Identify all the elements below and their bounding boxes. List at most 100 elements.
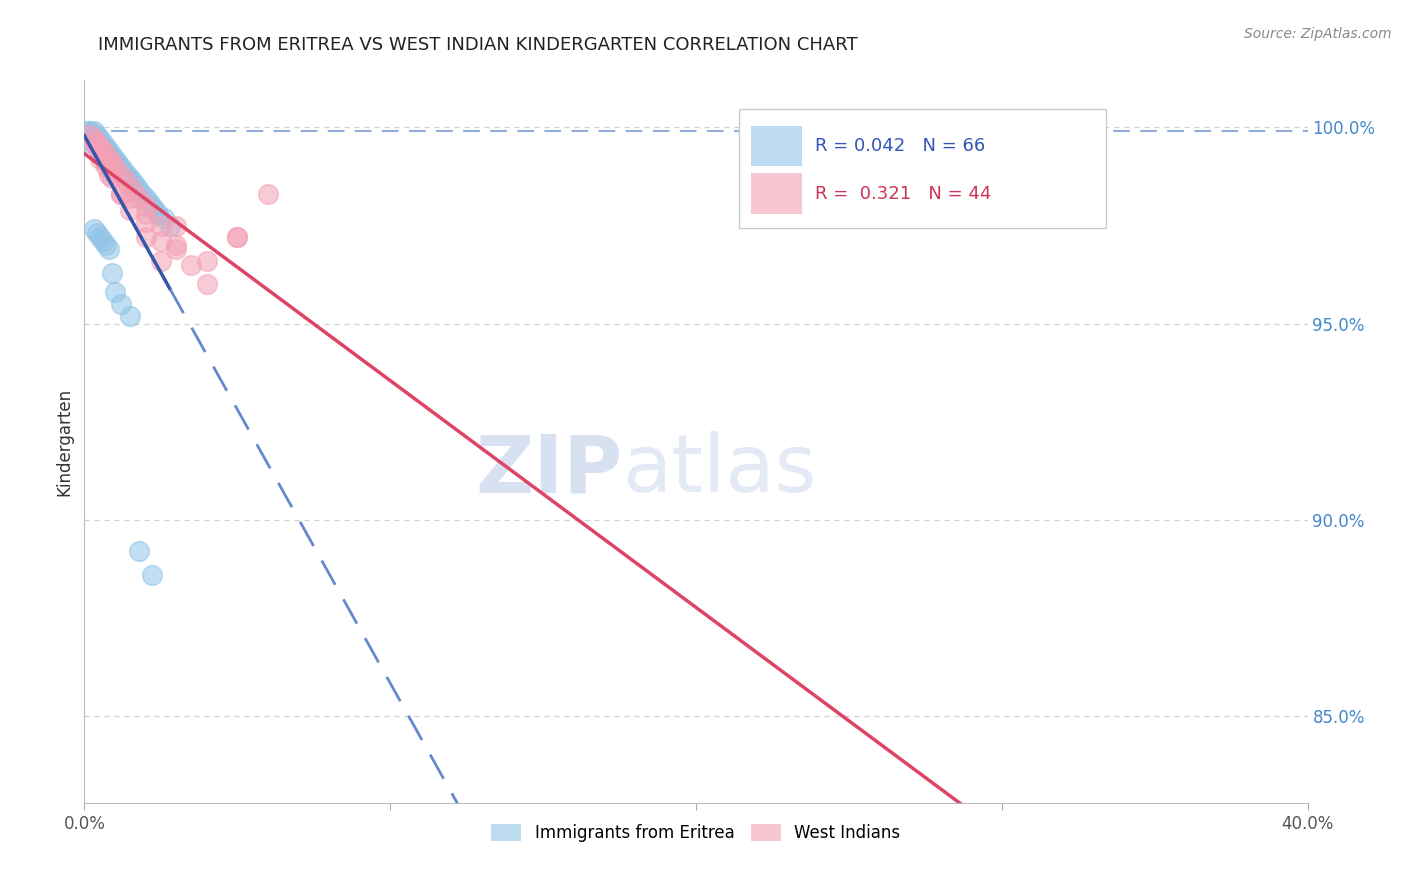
Point bbox=[94, 148, 117, 162]
Point bbox=[180, 258, 202, 272]
Point bbox=[112, 168, 135, 182]
Point bbox=[86, 140, 108, 154]
Point bbox=[159, 219, 181, 233]
Point bbox=[89, 148, 111, 162]
Point bbox=[149, 253, 172, 268]
Point bbox=[89, 144, 111, 158]
Point bbox=[115, 171, 138, 186]
Point bbox=[94, 144, 117, 158]
Point bbox=[79, 124, 101, 138]
Point bbox=[76, 124, 98, 138]
Point bbox=[141, 568, 163, 582]
Point bbox=[149, 219, 172, 233]
Point bbox=[89, 230, 111, 244]
Point bbox=[97, 168, 120, 182]
Text: R = 0.042   N = 66: R = 0.042 N = 66 bbox=[814, 137, 984, 155]
Point bbox=[104, 168, 127, 182]
Point bbox=[128, 544, 150, 558]
Point bbox=[89, 140, 111, 154]
Point bbox=[165, 238, 187, 252]
Legend: Immigrants from Eritrea, West Indians: Immigrants from Eritrea, West Indians bbox=[485, 817, 907, 848]
Point bbox=[97, 144, 120, 158]
Text: IMMIGRANTS FROM ERITREA VS WEST INDIAN KINDERGARTEN CORRELATION CHART: IMMIGRANTS FROM ERITREA VS WEST INDIAN K… bbox=[98, 36, 858, 54]
Point bbox=[89, 132, 111, 146]
Point bbox=[110, 160, 132, 174]
Point bbox=[125, 179, 148, 194]
Point bbox=[91, 144, 114, 158]
Point bbox=[94, 140, 117, 154]
Point bbox=[101, 152, 124, 166]
Point bbox=[120, 191, 142, 205]
Point bbox=[128, 191, 150, 205]
Point bbox=[107, 155, 129, 169]
Point bbox=[86, 140, 108, 154]
Point bbox=[97, 152, 120, 166]
Point bbox=[122, 183, 145, 197]
Point bbox=[79, 136, 101, 150]
Point bbox=[110, 187, 132, 202]
Point bbox=[120, 171, 142, 186]
Point bbox=[165, 219, 187, 233]
Point bbox=[257, 187, 280, 202]
Point bbox=[104, 160, 127, 174]
Point bbox=[89, 144, 111, 158]
Point bbox=[115, 168, 138, 182]
FancyBboxPatch shape bbox=[738, 109, 1105, 228]
Text: atlas: atlas bbox=[623, 432, 817, 509]
Point bbox=[94, 238, 117, 252]
Point bbox=[110, 168, 132, 182]
Point bbox=[104, 285, 127, 300]
Point bbox=[79, 132, 101, 146]
Point bbox=[120, 309, 142, 323]
Point bbox=[97, 242, 120, 256]
Point bbox=[146, 207, 169, 221]
Point bbox=[143, 202, 166, 217]
Point bbox=[135, 191, 157, 205]
Point bbox=[195, 277, 218, 292]
Point bbox=[107, 160, 129, 174]
Text: ZIP: ZIP bbox=[475, 432, 623, 509]
Point bbox=[91, 140, 114, 154]
Point bbox=[97, 152, 120, 166]
Point bbox=[135, 199, 157, 213]
Point bbox=[153, 211, 176, 225]
Point bbox=[86, 128, 108, 143]
Point bbox=[101, 155, 124, 169]
Point bbox=[128, 183, 150, 197]
Point bbox=[122, 175, 145, 189]
Point bbox=[195, 253, 218, 268]
Point bbox=[104, 155, 127, 169]
Point bbox=[89, 136, 111, 150]
Point bbox=[110, 187, 132, 202]
Point bbox=[94, 155, 117, 169]
Point bbox=[135, 214, 157, 228]
Text: R =  0.321   N = 44: R = 0.321 N = 44 bbox=[814, 185, 991, 202]
Point bbox=[83, 222, 105, 236]
Point bbox=[79, 128, 101, 143]
Point bbox=[101, 266, 124, 280]
Point bbox=[91, 148, 114, 162]
Point bbox=[101, 171, 124, 186]
Point bbox=[131, 187, 153, 202]
Point bbox=[76, 132, 98, 146]
Point bbox=[135, 207, 157, 221]
Point bbox=[89, 152, 111, 166]
Point bbox=[110, 297, 132, 311]
Point bbox=[83, 132, 105, 146]
Point bbox=[110, 163, 132, 178]
Point bbox=[97, 148, 120, 162]
Point bbox=[83, 136, 105, 150]
Text: Source: ZipAtlas.com: Source: ZipAtlas.com bbox=[1244, 27, 1392, 41]
Point bbox=[91, 144, 114, 158]
Point bbox=[135, 230, 157, 244]
Point bbox=[86, 132, 108, 146]
Point bbox=[112, 163, 135, 178]
Point bbox=[83, 128, 105, 143]
Point bbox=[89, 140, 111, 154]
Point bbox=[91, 234, 114, 248]
Point bbox=[86, 227, 108, 241]
Point bbox=[138, 194, 160, 209]
Y-axis label: Kindergarten: Kindergarten bbox=[55, 387, 73, 496]
Point bbox=[165, 242, 187, 256]
Point bbox=[86, 136, 108, 150]
